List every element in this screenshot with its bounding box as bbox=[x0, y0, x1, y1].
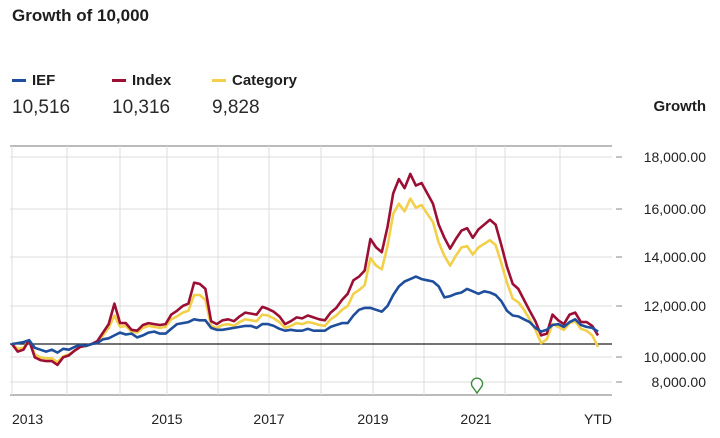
legend-swatch-index bbox=[112, 79, 126, 82]
legend-item-ief: IEF 10,516 bbox=[12, 72, 70, 119]
y-tick-label: 16,000.00 bbox=[644, 201, 706, 217]
x-tick-label: 2015 bbox=[151, 411, 182, 427]
x-tick-label: YTD bbox=[584, 411, 612, 427]
legend-item-category: Category 9,828 bbox=[212, 72, 297, 119]
y-tick-label: 14,000.00 bbox=[644, 249, 706, 265]
x-tick-label: 2013 bbox=[12, 411, 43, 427]
legend-item-index: Index 10,316 bbox=[112, 72, 171, 119]
legend-swatch-ief bbox=[12, 79, 26, 82]
legend-label-ief: IEF bbox=[32, 72, 56, 89]
legend-value-index: 10,316 bbox=[112, 97, 171, 118]
legend-label-index: Index bbox=[132, 72, 172, 89]
x-tick-label: 2021 bbox=[460, 411, 491, 427]
x-tick-label: 2017 bbox=[253, 411, 284, 427]
legend-swatch-category bbox=[212, 79, 226, 82]
chart-title: Growth of 10,000 bbox=[12, 6, 149, 25]
dividend-marker-icon bbox=[470, 377, 484, 395]
x-tick-label: 2019 bbox=[357, 411, 388, 427]
series-line-ief bbox=[11, 275, 599, 354]
series-line-category bbox=[11, 197, 600, 364]
y-tick-label: 18,000.00 bbox=[644, 149, 706, 165]
legend-value-category: 9,828 bbox=[212, 97, 260, 118]
legend-value-ief: 10,516 bbox=[12, 97, 71, 118]
legend-label-category: Category bbox=[232, 72, 298, 89]
y-tick-label: 8,000.00 bbox=[652, 374, 707, 390]
y-tick-label: 12,000.00 bbox=[644, 298, 706, 314]
y-tick-label: 10,000.00 bbox=[644, 349, 706, 365]
series-line-index bbox=[10, 172, 600, 367]
growth-axis-header: Growth bbox=[653, 98, 707, 115]
